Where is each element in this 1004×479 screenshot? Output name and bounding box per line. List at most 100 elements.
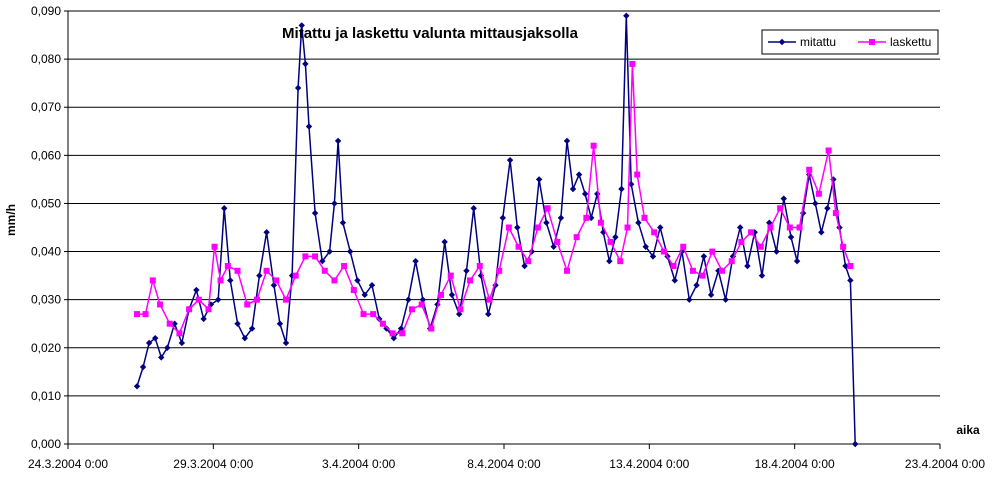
- y-tick-label: 0,020: [31, 341, 61, 355]
- series-laskettu: [134, 60, 854, 337]
- data-point: [767, 224, 774, 231]
- data-point: [350, 287, 357, 294]
- x-tick-label: 13.4.2004 0:00: [609, 457, 689, 471]
- data-point: [786, 224, 793, 231]
- data-point: [588, 214, 595, 222]
- data-point: [412, 257, 419, 265]
- data-point: [200, 315, 207, 323]
- data-point: [448, 291, 456, 299]
- data-point: [399, 330, 406, 337]
- data-point: [476, 262, 483, 269]
- data-point: [496, 267, 503, 274]
- data-point: [818, 229, 825, 236]
- data-point: [263, 267, 270, 274]
- legend-marker: [778, 38, 786, 46]
- y-tick-label: 0,000: [31, 437, 61, 451]
- data-point: [319, 257, 326, 265]
- data-point: [195, 296, 202, 303]
- data-point: [651, 229, 658, 236]
- data-point: [463, 267, 470, 274]
- data-point: [360, 311, 367, 318]
- data-point: [780, 195, 787, 202]
- data-point: [657, 224, 664, 231]
- data-point: [506, 156, 514, 164]
- data-point: [627, 181, 635, 188]
- data-point: [376, 315, 383, 323]
- data-point: [178, 339, 186, 347]
- data-point: [256, 272, 263, 279]
- y-tick-label: 0,090: [31, 4, 61, 18]
- data-point: [418, 301, 425, 308]
- data-point: [457, 306, 464, 313]
- data-point: [693, 282, 700, 289]
- data-point: [634, 171, 641, 178]
- data-point: [234, 320, 241, 327]
- data-point: [145, 339, 153, 347]
- data-point: [815, 190, 822, 197]
- data-point: [134, 311, 141, 318]
- data-point: [757, 243, 764, 250]
- data-point: [796, 224, 803, 231]
- data-point: [408, 306, 415, 313]
- data-point: [171, 320, 178, 327]
- x-tick-label: 29.3.2004 0:00: [173, 457, 253, 471]
- data-point: [311, 209, 319, 217]
- data-point: [642, 243, 649, 250]
- data-point: [390, 334, 397, 342]
- data-point: [224, 262, 231, 269]
- data-point: [157, 301, 164, 308]
- data-point: [253, 296, 260, 303]
- series-line-mitattu: [136, 15, 856, 445]
- data-point: [499, 214, 506, 222]
- data-point: [806, 171, 813, 178]
- data-point: [719, 267, 725, 274]
- data-point: [793, 257, 801, 265]
- data-point: [569, 185, 577, 193]
- data-point: [581, 190, 589, 198]
- data-point: [773, 248, 780, 255]
- data-point: [777, 205, 784, 212]
- data-point: [339, 219, 347, 226]
- data-point: [321, 267, 328, 274]
- x-tick-label: 24.3.2004 0:00: [28, 457, 108, 471]
- data-point: [680, 243, 687, 250]
- data-point: [728, 258, 735, 265]
- x-axis-ticks: 24.3.2004 0:00 29.3.2004 0:00 3.4.2004 0:0…: [28, 444, 985, 471]
- y-tick-label: 0,070: [31, 100, 61, 114]
- data-point: [419, 296, 427, 303]
- data-point: [534, 224, 541, 231]
- data-point: [186, 306, 193, 313]
- legend-item-laskettu: laskettu: [858, 35, 931, 49]
- data-point: [405, 296, 412, 303]
- data-point: [600, 229, 607, 236]
- data-point: [379, 320, 386, 327]
- data-point: [563, 267, 570, 274]
- data-point: [766, 219, 773, 226]
- data-point: [368, 282, 376, 289]
- data-point: [554, 238, 561, 245]
- data-point: [283, 296, 289, 303]
- data-point: [514, 224, 521, 231]
- data-point: [505, 224, 512, 231]
- data-point: [787, 233, 795, 241]
- data-point: [544, 205, 551, 212]
- data-point: [671, 277, 678, 284]
- data-point: [467, 277, 474, 284]
- data-point: [515, 243, 522, 250]
- data-point: [699, 272, 706, 279]
- data-point: [176, 330, 183, 337]
- data-point: [847, 262, 854, 269]
- data-point: [660, 248, 667, 255]
- y-tick-label: 0,040: [31, 245, 61, 259]
- data-point: [543, 219, 550, 226]
- data-point: [606, 257, 613, 265]
- data-point: [738, 238, 745, 245]
- data-point: [623, 12, 630, 20]
- legend-label: laskettu: [890, 35, 931, 49]
- data-point: [799, 209, 807, 217]
- y-tick-label: 0,080: [31, 52, 61, 66]
- data-point: [597, 219, 604, 226]
- y-axis-ticks: 0,000 0,010 0,020 0,030 0,040 0,050 0,060 0,070…: [31, 4, 68, 451]
- data-point: [441, 238, 448, 246]
